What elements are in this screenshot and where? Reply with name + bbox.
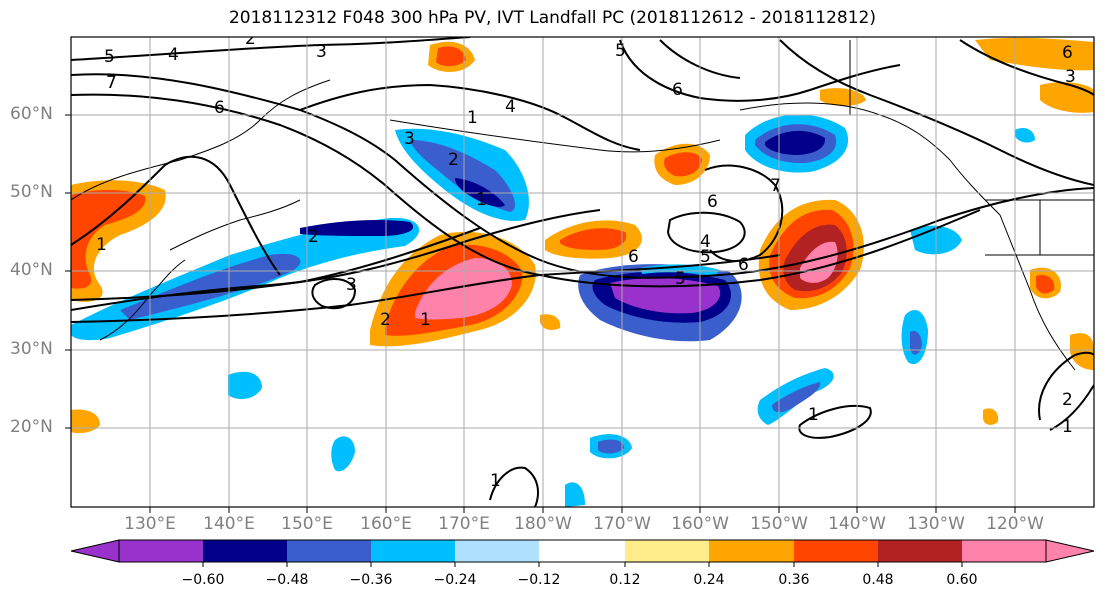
- contour-label: 1: [467, 108, 478, 128]
- contour-label: 1: [490, 471, 501, 491]
- contour-label: 1: [420, 310, 431, 330]
- colorbar-swatch: [455, 540, 539, 562]
- contour-label: 6: [707, 192, 718, 212]
- contour-label: 7: [770, 176, 781, 196]
- lon-label: 170°E: [438, 514, 490, 534]
- contour-label: 5: [104, 47, 115, 67]
- contour-label: 2: [245, 29, 256, 49]
- contour-label: 7: [106, 73, 117, 93]
- colorbar-swatch: [203, 540, 287, 562]
- contour-label: 5: [615, 41, 626, 61]
- colorbar-tick-label: 0.12: [609, 572, 641, 588]
- lon-label: 150°W: [750, 514, 808, 534]
- lon-label: 160°E: [360, 514, 412, 534]
- colorbar-tick-label: −0.60: [181, 572, 225, 588]
- colorbar-swatch: [119, 540, 203, 562]
- contour-label: 6: [214, 98, 225, 118]
- colorbar-tick-label: 0.36: [778, 572, 810, 588]
- contour-label: 6: [738, 255, 749, 275]
- plot-frame: [70, 36, 1095, 508]
- colorbar-swatch: [709, 540, 794, 562]
- colorbar-swatch: [794, 540, 878, 562]
- tick-marks: [65, 114, 1016, 513]
- contour-label: 4: [700, 232, 711, 252]
- lon-label: 170°W: [593, 514, 651, 534]
- lon-label: 140°E: [203, 514, 255, 534]
- colorbar-swatch: [371, 540, 455, 562]
- colorbar-swatch: [625, 540, 709, 562]
- lat-label: 50°N: [10, 182, 53, 202]
- contour-label: 5: [675, 269, 686, 289]
- colorbar-tick-label: 0.24: [693, 572, 725, 588]
- lon-label: 130°E: [124, 514, 176, 534]
- contour-label: 6: [1062, 43, 1073, 63]
- contour-label: 4: [505, 97, 516, 117]
- contour-label: 6: [628, 247, 639, 267]
- colorbar-extend-min: [70, 539, 120, 563]
- contour-label: 3: [346, 275, 357, 295]
- lon-label: 130°W: [907, 514, 965, 534]
- contour-label: 4: [168, 45, 179, 65]
- contour-label: 1: [476, 190, 487, 210]
- contour-label: 3: [1065, 67, 1076, 87]
- colorbar-swatch: [962, 540, 1046, 562]
- contour-label: 5: [700, 247, 711, 267]
- contour-labels: 5 4 2 3 7 6 5 4 1 2 3 1 1 2 3 2 1 6 4 6 …: [96, 29, 1076, 491]
- colorbar-tick-label: −0.12: [517, 572, 561, 588]
- pv-contours: [71, 37, 1094, 507]
- colorbar: [70, 539, 1095, 567]
- contour-label: 1: [1062, 417, 1073, 437]
- contour-label: 3: [316, 42, 327, 62]
- contour-label: 2: [380, 310, 391, 330]
- colorbar-swatch: [287, 540, 371, 562]
- contour-label: 2: [1062, 390, 1073, 410]
- lon-label: 180°W: [514, 514, 572, 534]
- colorbar-tick-label: −0.36: [349, 572, 393, 588]
- colorbar-extend-max: [1045, 539, 1095, 563]
- lon-label: 150°E: [281, 514, 333, 534]
- colorbar-tick-label: 0.48: [862, 572, 894, 588]
- lat-label: 30°N: [10, 339, 53, 359]
- contour-label: 3: [404, 129, 415, 149]
- lat-label: 60°N: [10, 104, 53, 124]
- colorbar-tick-label: −0.24: [433, 572, 477, 588]
- contour-label: 6: [672, 80, 683, 100]
- colorbar-swatch: [539, 540, 625, 562]
- colorbar-tick-label: −0.48: [265, 572, 309, 588]
- colorbar-tick-label: 0.60: [946, 572, 978, 588]
- grid: [71, 37, 1094, 507]
- lat-label: 20°N: [10, 417, 53, 437]
- colorbar-swatch: [878, 540, 962, 562]
- contour-label: 1: [96, 235, 107, 255]
- lat-label: 40°N: [10, 260, 53, 280]
- lon-label: 160°W: [671, 514, 729, 534]
- lon-label: 120°W: [986, 514, 1044, 534]
- map-title: 2018112312 F048 300 hPa PV, IVT Landfall…: [228, 8, 876, 28]
- contour-label: 2: [448, 150, 459, 170]
- contour-label: 1: [808, 405, 819, 425]
- pc-fill-layer: [71, 37, 1094, 507]
- contour-label: 2: [308, 227, 319, 247]
- lon-label: 140°W: [828, 514, 886, 534]
